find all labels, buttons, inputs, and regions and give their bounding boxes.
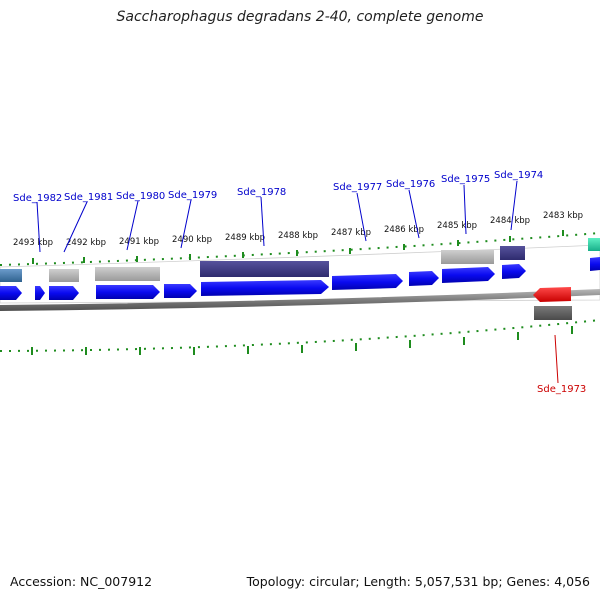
tick-label: 2492 kbp [66, 238, 106, 248]
gene-label: Sde_1980 [116, 191, 165, 202]
gene-arrow [164, 284, 197, 298]
gene-label: Sde_1978 [237, 187, 286, 198]
tick-label: 2483 kbp [543, 211, 583, 221]
inner-major-ticks [31, 326, 573, 355]
gene-arrow [442, 267, 495, 283]
map-title: Saccharophagus degradans 2-40, complete … [116, 9, 484, 25]
gene-label: Sde_1976 [386, 179, 435, 190]
gene-label: Sde_1981 [64, 192, 113, 203]
feature-box [500, 246, 525, 260]
gene-labels: Sde_1982 Sde_1981 Sde_1980 Sde_1979 Sde_… [13, 170, 586, 395]
gene-arrow [502, 264, 526, 279]
tick-labels: 2493 kbp 2492 kbp 2491 kbp 2490 kbp 2489… [13, 211, 583, 248]
gene-arrow [35, 286, 45, 300]
gene-label: Sde_1977 [333, 182, 382, 193]
feature-box-reverse [534, 306, 572, 320]
gene-arrow [49, 286, 79, 300]
forward-genes [0, 257, 600, 300]
tick-label: 2493 kbp [13, 238, 53, 248]
gene-arrow [96, 285, 160, 299]
feature-box [200, 261, 329, 277]
outer-major-ticks [32, 230, 564, 264]
tick-label: 2485 kbp [437, 221, 477, 231]
tick-label: 2484 kbp [490, 216, 530, 226]
tick-label: 2486 kbp [384, 225, 424, 235]
tick-label: 2487 kbp [331, 228, 371, 238]
feature-box [95, 267, 160, 281]
tick-label: 2488 kbp [278, 231, 318, 241]
gene-label: Sde_1975 [441, 174, 490, 185]
gene-leaders [36, 180, 559, 384]
tick-label: 2491 kbp [119, 237, 159, 247]
inner-tick-ring [0, 319, 600, 352]
tick-label: 2489 kbp [225, 233, 265, 243]
gene-label: Sde_1982 [13, 193, 62, 204]
gene-arrow [332, 274, 403, 290]
feature-track [0, 238, 600, 282]
gene-label: Sde_1974 [494, 170, 543, 181]
gene-arrow [409, 271, 439, 286]
feature-box [0, 269, 22, 282]
gene-arrow [201, 280, 329, 296]
genome-summary-text: Topology: circular; Length: 5,057,531 bp… [246, 574, 590, 589]
genome-backbone [0, 289, 600, 311]
feature-box [441, 250, 494, 264]
gene-arrow-reverse [533, 287, 571, 302]
gene-label: Sde_1973 [537, 384, 586, 395]
feature-box [49, 269, 79, 282]
gene-arrow [0, 286, 22, 300]
feature-box [588, 238, 600, 251]
gene-label: Sde_1979 [168, 190, 217, 201]
gene-arrow [590, 257, 600, 271]
accession-text: Accession: NC_007912 [10, 574, 153, 589]
tick-label: 2490 kbp [172, 235, 212, 245]
